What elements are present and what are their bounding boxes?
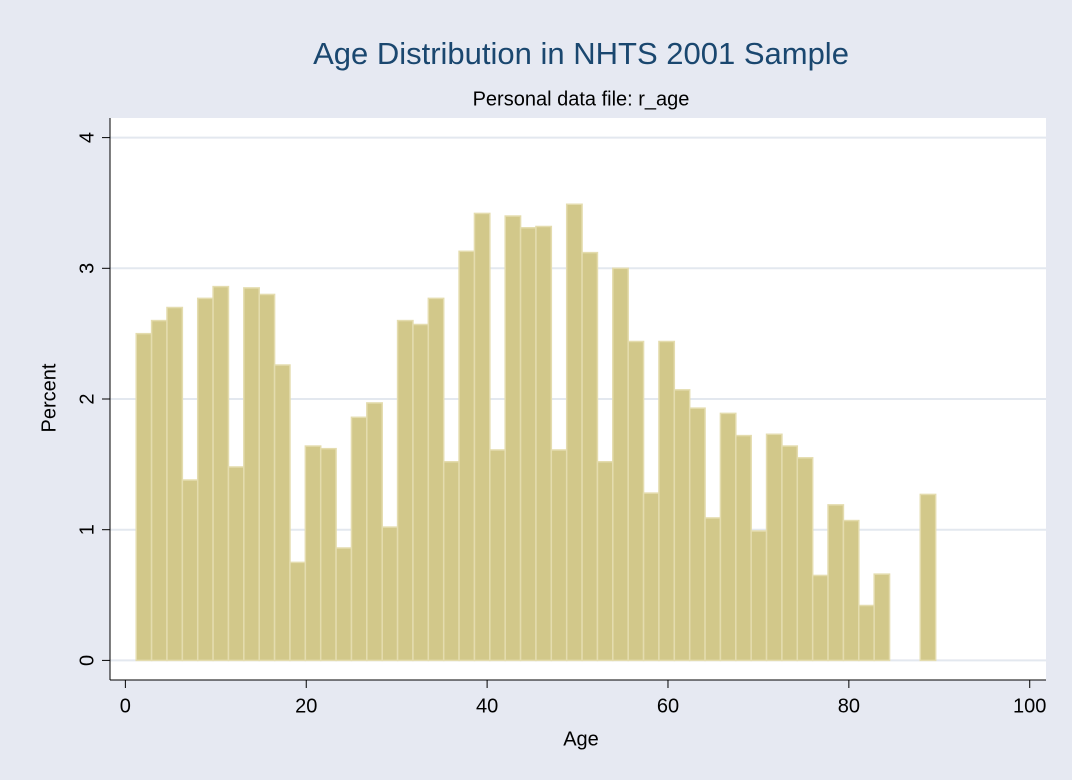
chart-title: Age Distribution in NHTS 2001 Sample bbox=[313, 36, 849, 71]
x-axis-label: Age bbox=[563, 728, 599, 750]
bar bbox=[858, 604, 875, 662]
bar bbox=[212, 285, 230, 662]
bar bbox=[535, 225, 553, 662]
bar bbox=[289, 561, 307, 662]
bar bbox=[688, 407, 706, 662]
bar bbox=[350, 416, 368, 662]
bar bbox=[642, 492, 660, 662]
bar bbox=[719, 412, 737, 662]
bar bbox=[150, 319, 168, 662]
bar bbox=[750, 530, 768, 662]
bar bbox=[842, 519, 860, 662]
bar bbox=[181, 479, 199, 662]
bar bbox=[442, 460, 460, 662]
bar bbox=[304, 445, 322, 662]
y-axis-label: Percent bbox=[38, 363, 60, 432]
bar bbox=[196, 297, 214, 662]
bar bbox=[565, 203, 583, 662]
bar bbox=[166, 306, 184, 662]
bar bbox=[427, 297, 445, 662]
bar bbox=[135, 332, 153, 662]
bar bbox=[873, 573, 891, 662]
x-tick-label: 80 bbox=[838, 695, 860, 717]
bar bbox=[827, 504, 845, 662]
x-tick-label: 100 bbox=[1013, 695, 1046, 717]
bar bbox=[581, 251, 599, 662]
bar bbox=[612, 267, 629, 662]
bar bbox=[489, 449, 506, 662]
x-tick-label: 60 bbox=[657, 695, 679, 717]
y-tick-label: 2 bbox=[76, 393, 98, 404]
bar bbox=[673, 389, 691, 662]
y-tick-label: 1 bbox=[76, 524, 98, 535]
bars bbox=[135, 203, 937, 662]
y-tick-label: 0 bbox=[76, 655, 98, 666]
bar bbox=[596, 460, 614, 662]
bar bbox=[919, 493, 937, 662]
bar bbox=[550, 449, 568, 662]
bar bbox=[504, 215, 522, 662]
bar bbox=[765, 433, 783, 662]
x-tick-label: 0 bbox=[120, 695, 131, 717]
bar bbox=[366, 402, 383, 662]
bar bbox=[658, 340, 676, 662]
bar bbox=[258, 293, 276, 662]
bar bbox=[473, 212, 491, 662]
bar bbox=[396, 319, 414, 662]
bar bbox=[519, 227, 537, 662]
bar bbox=[735, 434, 752, 662]
x-tick-label: 40 bbox=[476, 695, 498, 717]
bar bbox=[227, 466, 245, 662]
bar bbox=[412, 323, 430, 662]
y-tick-label: 3 bbox=[76, 263, 98, 274]
bar bbox=[381, 526, 399, 662]
bar bbox=[781, 445, 799, 662]
bar bbox=[458, 250, 476, 662]
bar bbox=[796, 457, 814, 662]
bar bbox=[319, 447, 337, 662]
bar bbox=[811, 574, 829, 662]
chart-subtitle: Personal data file: r_age bbox=[473, 88, 690, 110]
bar bbox=[627, 340, 645, 662]
y-tick-label: 4 bbox=[76, 132, 98, 143]
bar bbox=[243, 287, 260, 662]
bar bbox=[335, 547, 353, 662]
bar bbox=[273, 364, 291, 662]
x-tick-label: 20 bbox=[295, 695, 317, 717]
bar bbox=[704, 517, 722, 662]
